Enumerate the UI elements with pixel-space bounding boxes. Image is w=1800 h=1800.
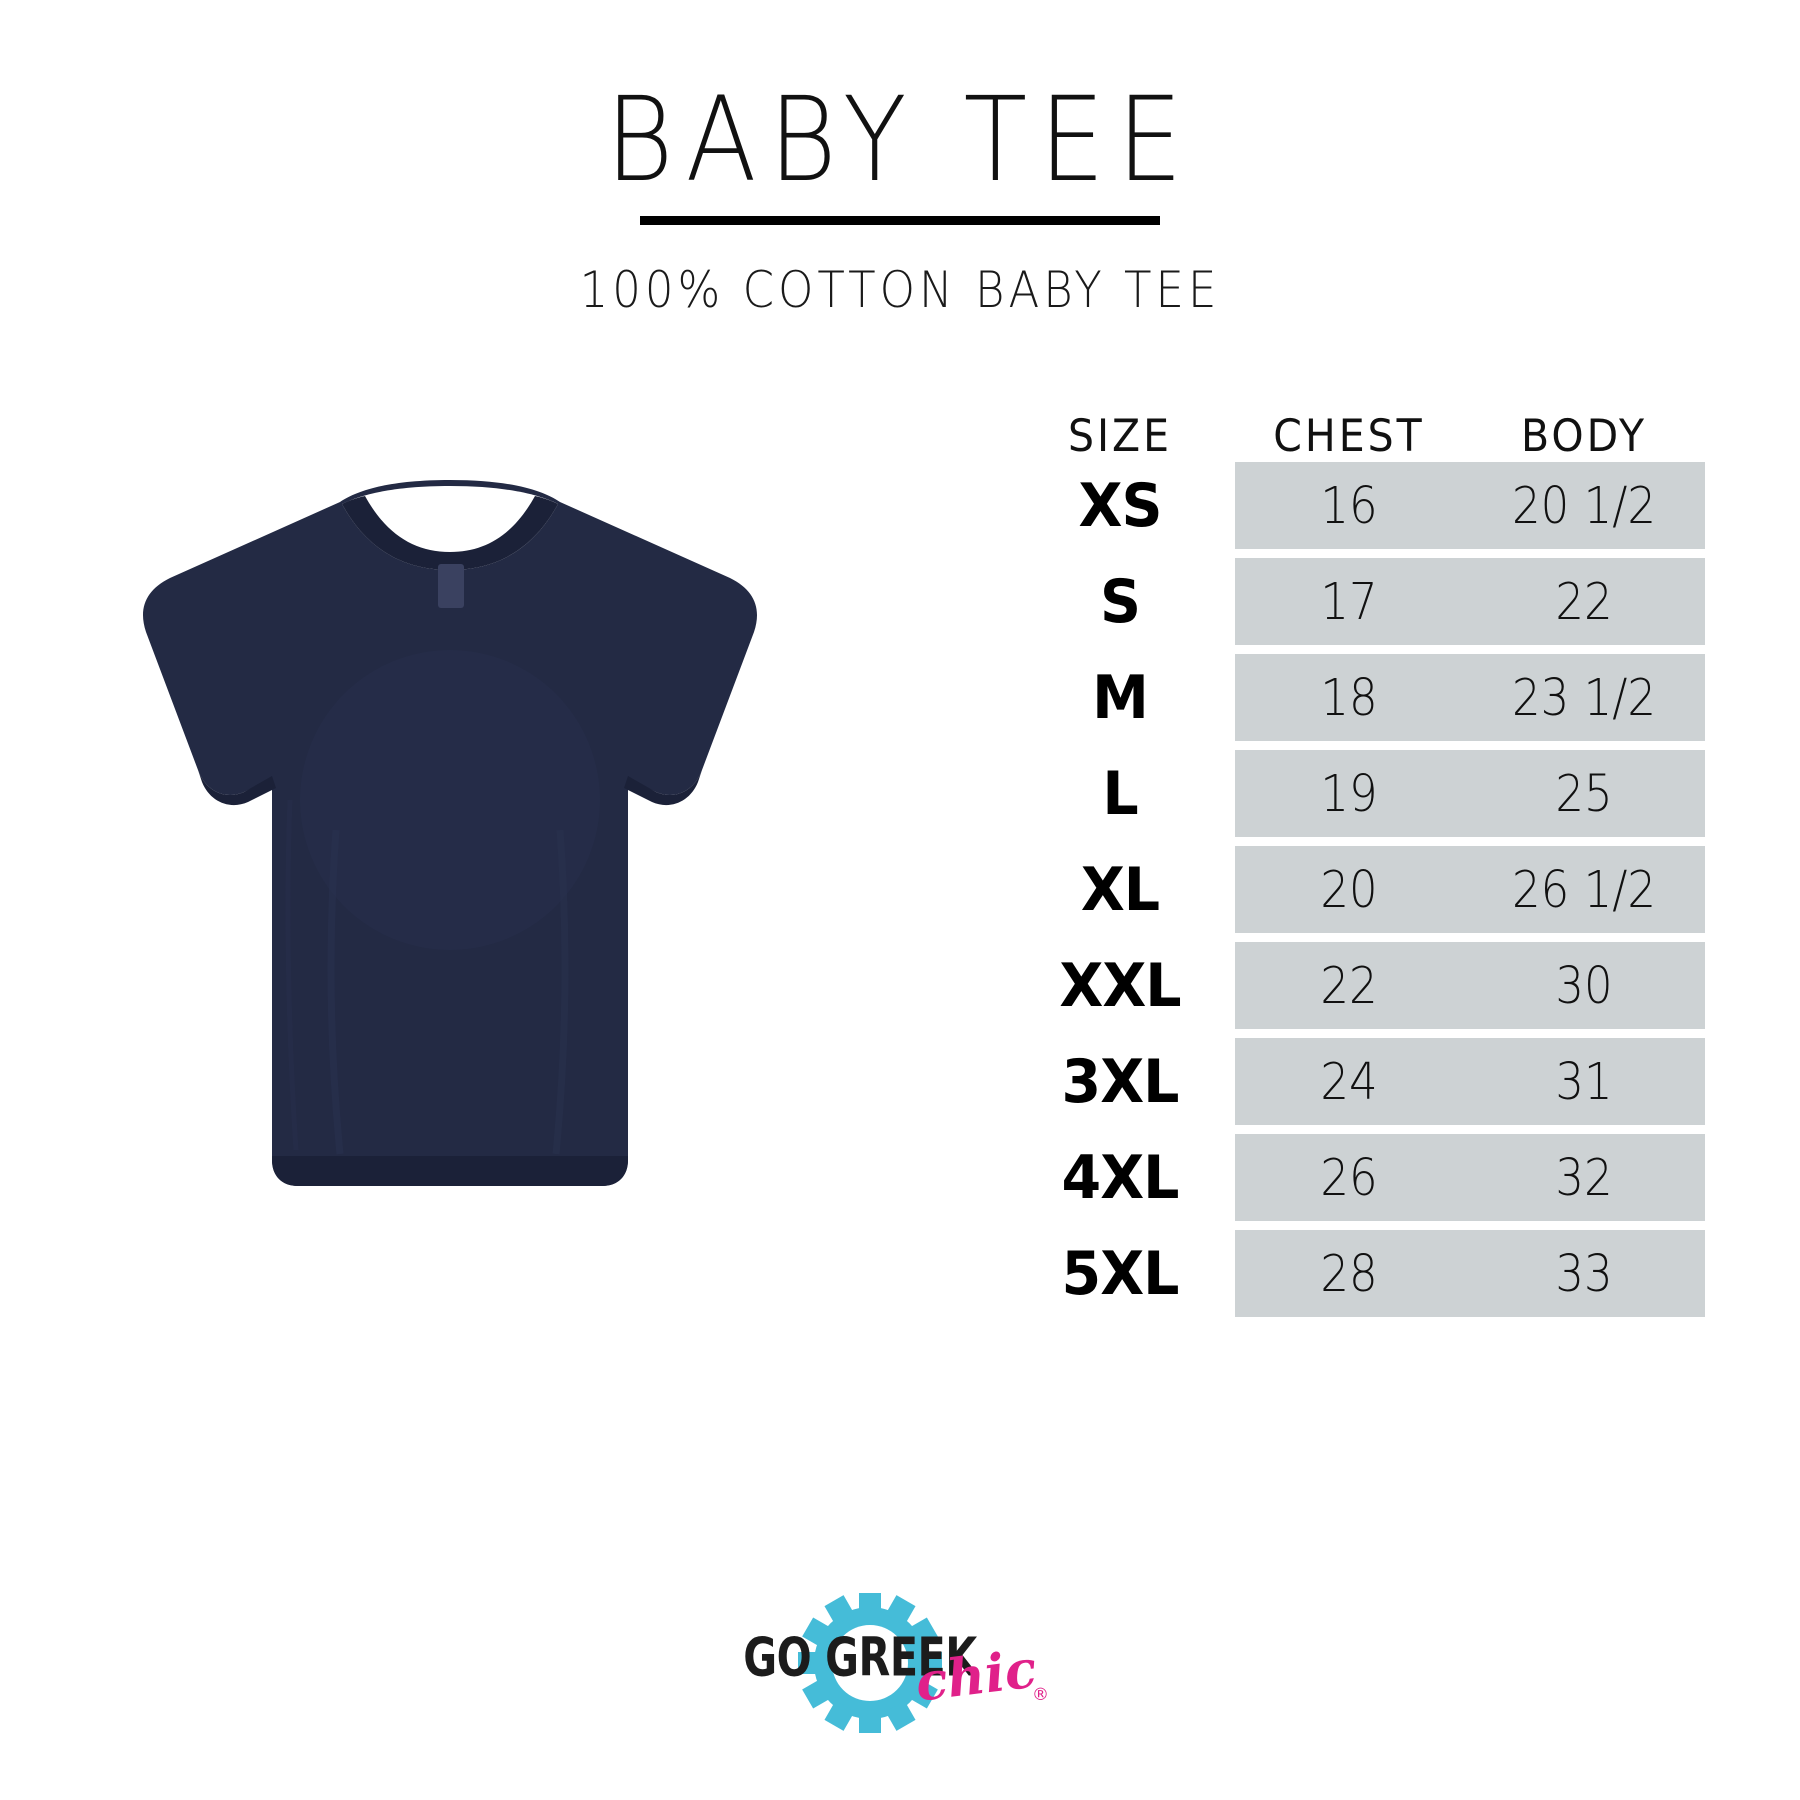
cell-body: 23 1/2: [1512, 667, 1656, 728]
cell-body: 20 1/2: [1512, 475, 1656, 536]
table-row: XS 16 20 1/2: [1005, 462, 1705, 549]
cell-chest: 17: [1320, 571, 1378, 632]
measurement-band: 28 33: [1235, 1230, 1705, 1317]
cell-body: 22: [1555, 571, 1613, 632]
cell-size: 4XL: [1061, 1142, 1180, 1213]
registered-trademark-icon: ®: [1032, 1685, 1049, 1705]
logo-script-text: chic: [912, 1638, 1040, 1714]
page-subtitle: 100% COTTON BABY TEE: [579, 261, 1221, 320]
table-row: 3XL 24 31: [1005, 1038, 1705, 1125]
table-row: 5XL 28 33: [1005, 1230, 1705, 1317]
column-header-size: SIZE: [1067, 410, 1173, 462]
cell-size: 5XL: [1061, 1238, 1180, 1309]
title-underline-rule: [640, 216, 1160, 226]
tshirt-illustration: [143, 480, 757, 1186]
table-header-row: SIZE CHEST BODY: [1005, 400, 1705, 462]
cell-chest: 20: [1320, 859, 1378, 920]
gear-icon: [798, 1593, 942, 1733]
measurement-band: 18 23 1/2: [1235, 654, 1705, 741]
cell-size: XXL: [1059, 950, 1181, 1021]
table-row: M 18 23 1/2: [1005, 654, 1705, 741]
cell-chest: 19: [1320, 763, 1378, 824]
brand-logo: GO GREEK chic ®: [0, 1578, 1800, 1748]
cell-chest: 22: [1320, 955, 1378, 1016]
measurement-band: 24 31: [1235, 1038, 1705, 1125]
cell-size: XL: [1080, 854, 1160, 925]
cell-size: M: [1092, 662, 1149, 733]
measurement-band: 26 32: [1235, 1134, 1705, 1221]
product-image-baby-tee: [90, 470, 810, 1210]
column-header-chest: CHEST: [1273, 410, 1425, 462]
size-chart-table: SIZE CHEST BODY XS 16 20 1/2 S 17 22 M 1…: [1005, 400, 1705, 1326]
measurement-band: 20 26 1/2: [1235, 846, 1705, 933]
cell-chest: 18: [1320, 667, 1378, 728]
table-row: 4XL 26 32: [1005, 1134, 1705, 1221]
cell-body: 32: [1555, 1147, 1613, 1208]
cell-body: 33: [1555, 1243, 1613, 1304]
measurement-band: 17 22: [1235, 558, 1705, 645]
column-header-body: BODY: [1520, 410, 1648, 462]
cell-body: 25: [1555, 763, 1613, 824]
cell-chest: 16: [1320, 475, 1378, 536]
measurement-band: 16 20 1/2: [1235, 462, 1705, 549]
chart-header: BABY TEE 100% COTTON BABY TEE: [0, 71, 1800, 320]
table-row: S 17 22: [1005, 558, 1705, 645]
cell-body: 30: [1555, 955, 1613, 1016]
cell-chest: 28: [1320, 1243, 1378, 1304]
cell-size: L: [1102, 758, 1138, 829]
table-row: XXL 22 30: [1005, 942, 1705, 1029]
cell-body: 26 1/2: [1512, 859, 1656, 920]
measurement-band: 22 30: [1235, 942, 1705, 1029]
logo-primary-text: GO GREEK: [743, 1626, 977, 1690]
cell-chest: 26: [1320, 1147, 1378, 1208]
cell-body: 31: [1555, 1051, 1613, 1112]
table-row: XL 20 26 1/2: [1005, 846, 1705, 933]
page-title: BABY TEE: [605, 71, 1195, 208]
cell-chest: 24: [1320, 1051, 1378, 1112]
measurement-band: 19 25: [1235, 750, 1705, 837]
table-row: L 19 25: [1005, 750, 1705, 837]
cell-size: S: [1099, 566, 1141, 637]
cell-size: XS: [1078, 470, 1163, 541]
cell-size: 3XL: [1061, 1046, 1180, 1117]
